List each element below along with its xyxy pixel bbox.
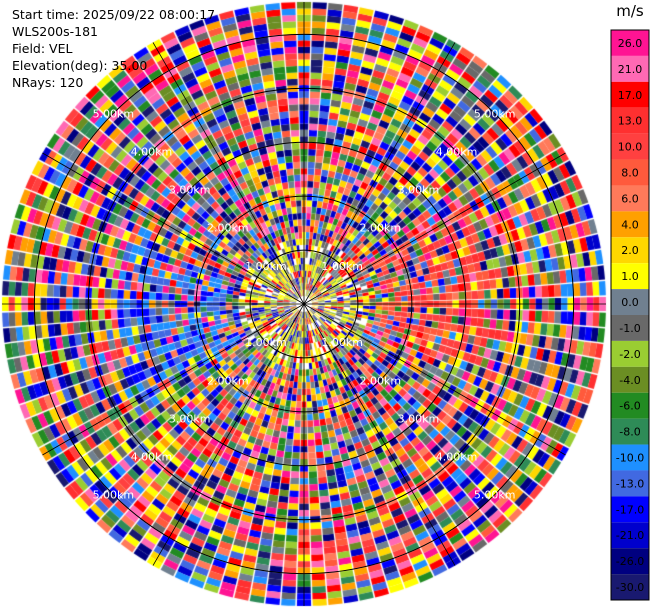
azimuth-spoke [152, 303, 305, 566]
header-info: Start time: 2025/09/22 08:00:17 WLS200s-… [12, 6, 215, 91]
colorbar-tick-label: -21.0 [616, 529, 644, 542]
colorbar-swatch [611, 133, 649, 160]
range-ring-label: 5.00km [93, 489, 135, 502]
colorbar-tick-label: 6.0 [621, 192, 639, 205]
colorbar-swatch [611, 470, 649, 497]
nrays-label: NRays: 120 [12, 75, 84, 90]
colorbar-swatch [611, 574, 649, 600]
azimuth-spoke [152, 42, 305, 305]
colorbar-swatch [611, 107, 649, 134]
elevation-label: Elevation(deg): 35.00 [12, 58, 148, 73]
colorbar-tick-label: 0.0 [621, 296, 639, 309]
colorbar-swatch [611, 30, 649, 56]
azimuth-spoke [303, 152, 566, 305]
colorbar-swatch [611, 159, 649, 186]
start-time-label: Start time: 2025/09/22 08:00:17 [12, 7, 216, 22]
azimuth-spoke [42, 303, 305, 456]
range-ring-label: 1.00km [245, 336, 287, 349]
colorbar-swatch [611, 366, 649, 393]
range-ring-label: 3.00km [398, 184, 440, 197]
range-ring-label: 4.00km [131, 145, 173, 158]
instrument-label: WLS200s-181 [12, 24, 98, 39]
colorbar-tick-label: 10.0 [618, 141, 643, 154]
colorbar-tick-label: 13.0 [618, 115, 643, 128]
azimuth-spoke [303, 42, 456, 305]
range-ring-label: 5.00km [474, 107, 516, 120]
colorbar-tick-label: 21.0 [618, 63, 643, 76]
colorbar-tick-label: 2.0 [621, 244, 639, 257]
range-ring-label: 3.00km [169, 412, 211, 425]
colorbar-tick-label: 4.0 [621, 218, 639, 231]
colorbar-swatch [611, 185, 649, 212]
range-ring-label: 2.00km [207, 222, 249, 235]
colorbar-tick-label: 17.0 [618, 89, 643, 102]
colorbar-tick-label: -2.0 [619, 348, 640, 361]
range-ring-label: 2.00km [359, 222, 401, 235]
colorbar-swatch [611, 263, 649, 290]
range-ring-label: 1.00km [321, 260, 363, 273]
colorbar-tick-label: 26.0 [618, 37, 643, 50]
azimuth-spoke [303, 303, 566, 456]
range-ring-label: 4.00km [436, 451, 478, 464]
range-ring-label: 4.00km [131, 451, 173, 464]
colorbar-tick-label: -1.0 [619, 322, 640, 335]
field-label: Field: VEL [12, 41, 73, 56]
azimuth-spoke [42, 152, 305, 305]
colorbar-swatch [611, 81, 649, 108]
colorbar-swatch [611, 55, 649, 82]
colorbar-tick-label: 1.0 [621, 270, 639, 283]
colorbar-swatch [611, 444, 649, 471]
range-ring-label: 2.00km [207, 374, 249, 387]
colorbar-tick-label: -10.0 [616, 452, 644, 465]
colorbar-swatch [611, 522, 649, 549]
range-ring-label: 1.00km [321, 336, 363, 349]
range-ring-label: 3.00km [169, 184, 211, 197]
colorbar-tick-label: -6.0 [619, 400, 640, 413]
range-ring-label: 5.00km [93, 107, 135, 120]
colorbar-swatch [611, 340, 649, 367]
colorbar-swatch [611, 418, 649, 445]
colorbar-swatch [611, 315, 649, 341]
colorbar-tick-label: -30.0 [616, 581, 644, 594]
colorbar-swatch [611, 496, 649, 523]
colorbar-swatch [611, 211, 649, 238]
colorbar-swatch [611, 237, 649, 264]
colorbar-tick-label: -8.0 [619, 426, 640, 439]
colorbar-tick-label: -4.0 [619, 374, 640, 387]
colorbar-tick-label: -13.0 [616, 477, 644, 490]
range-ring-label: 4.00km [436, 145, 478, 158]
colorbar-swatch [611, 548, 649, 575]
colorbar-tick-label: -26.0 [616, 555, 644, 568]
colorbar-tick-label: 8.0 [621, 167, 639, 180]
range-ring-label: 1.00km [245, 260, 287, 273]
colorbar-unit-label: m/s [616, 2, 644, 20]
azimuth-spoke [303, 303, 456, 566]
range-ring-label: 3.00km [398, 412, 440, 425]
range-ring-label: 5.00km [474, 489, 516, 502]
colorbar-frame [610, 29, 650, 601]
colorbar-tick-label: -17.0 [616, 503, 644, 516]
colorbar-swatch [611, 289, 649, 315]
range-ring-label: 2.00km [359, 374, 401, 387]
colorbar-swatch [611, 392, 649, 419]
